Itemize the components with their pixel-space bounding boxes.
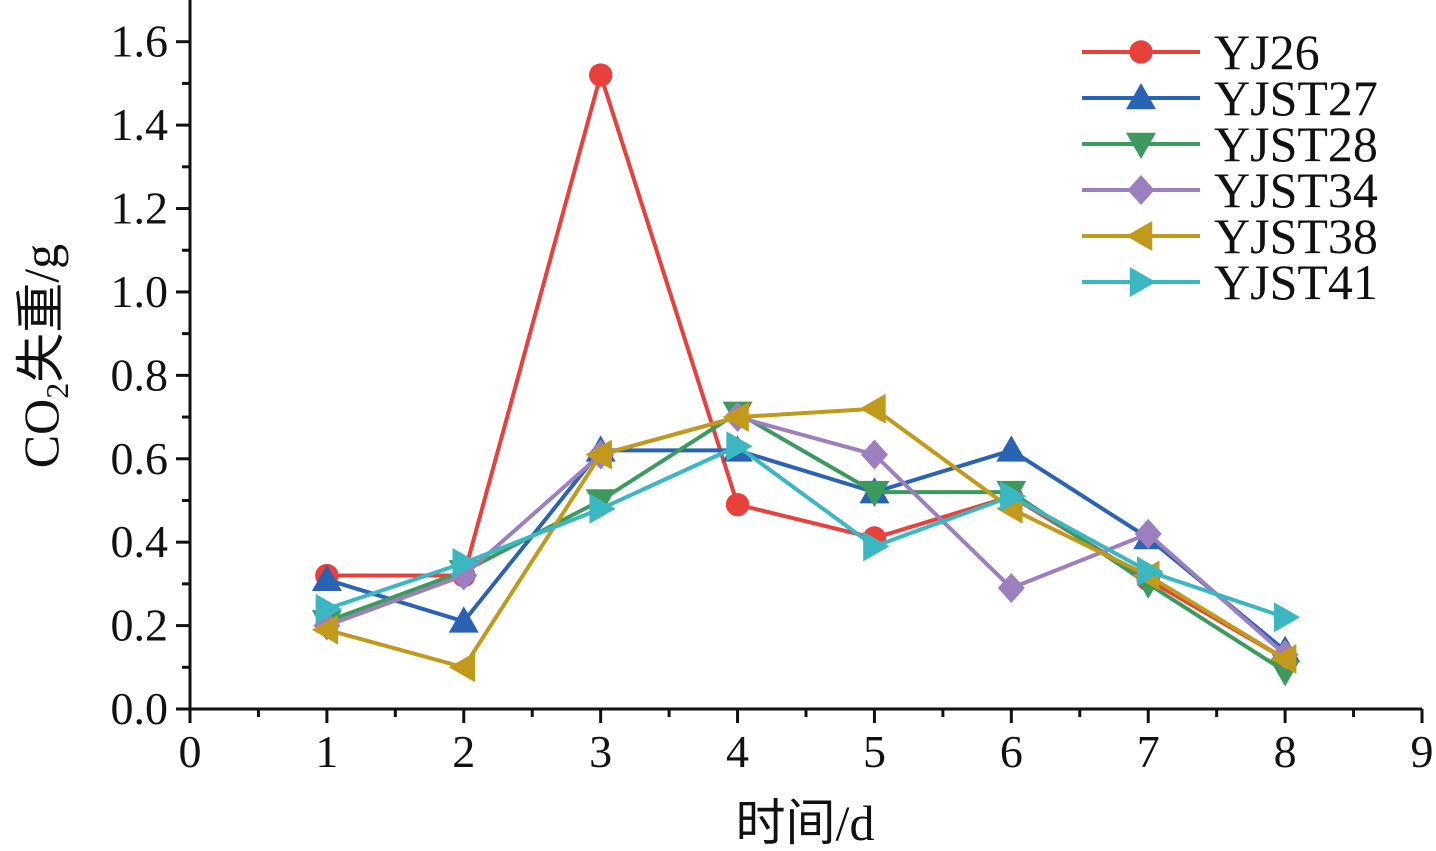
data-point-yj26 bbox=[725, 492, 750, 517]
series-layer bbox=[311, 63, 1301, 687]
data-point-yjst27 bbox=[311, 564, 342, 591]
x-tick-label: 6 bbox=[1000, 726, 1023, 777]
data-point-yjst38 bbox=[859, 393, 886, 424]
series-yjst27 bbox=[311, 435, 1301, 662]
y-tick-label: 0.8 bbox=[111, 349, 169, 400]
x-tick-label: 2 bbox=[452, 726, 475, 777]
data-point-yjst41 bbox=[315, 593, 342, 624]
y-axis-title-subscript: 2 bbox=[39, 383, 75, 399]
data-point-yjst27 bbox=[448, 606, 479, 633]
legend-marker-yjst28 bbox=[1126, 132, 1156, 159]
legend-marker-yj26 bbox=[1129, 40, 1153, 64]
data-point-yjst38 bbox=[585, 439, 612, 470]
legend-marker-yjst38 bbox=[1126, 221, 1153, 251]
y-tick-label: 0.6 bbox=[111, 433, 169, 484]
data-point-yjst41 bbox=[863, 531, 890, 562]
x-tick-label: 7 bbox=[1137, 726, 1160, 777]
legend-marker-yjst27 bbox=[1126, 83, 1156, 110]
y-axis-title-suffix: 失重/g bbox=[13, 244, 69, 383]
y-tick-label: 1.2 bbox=[111, 183, 169, 234]
data-point-yjst34 bbox=[997, 573, 1025, 604]
data-point-yjst41 bbox=[1000, 481, 1027, 512]
legend-label-yjst27: YJST27 bbox=[1214, 70, 1378, 126]
legend-label-yj26: YJ26 bbox=[1214, 24, 1320, 80]
x-tick-label: 9 bbox=[1411, 726, 1434, 777]
y-tick-label: 0.4 bbox=[111, 516, 169, 567]
legend-marker-yjst41 bbox=[1129, 267, 1156, 297]
legend-marker-yjst34 bbox=[1127, 175, 1155, 205]
series-line-yjst41 bbox=[326, 444, 1286, 620]
series-yjst41 bbox=[315, 431, 1301, 633]
y-axis-title: CO2失重/g bbox=[13, 244, 75, 468]
data-point-yj26 bbox=[588, 63, 613, 87]
x-tick-label: 1 bbox=[315, 726, 338, 777]
y-tick-label: 1.6 bbox=[111, 16, 169, 67]
series-line-yjst27 bbox=[326, 448, 1287, 653]
y-tick-label: 1.0 bbox=[111, 266, 169, 317]
data-point-yjst41 bbox=[1136, 556, 1164, 587]
legend-item-yjst41: YJST41 bbox=[1082, 254, 1378, 310]
x-axis-title: 时间/d bbox=[736, 795, 875, 851]
series-line-yjst38 bbox=[326, 406, 1287, 670]
x-tick-label: 4 bbox=[726, 726, 749, 777]
x-tick-label: 5 bbox=[863, 726, 886, 777]
legend-label-yjst34: YJST34 bbox=[1214, 162, 1378, 218]
x-tick-label: 3 bbox=[589, 726, 612, 777]
series-line-yjst28 bbox=[326, 410, 1287, 674]
data-point-yjst34 bbox=[860, 439, 888, 470]
legend-item-yjst27: YJST27 bbox=[1082, 70, 1378, 126]
data-point-yjst34 bbox=[1134, 518, 1162, 549]
legend-item-yjst28: YJST28 bbox=[1082, 116, 1378, 172]
y-tick-label: 0.2 bbox=[111, 600, 169, 651]
y-tick-label: 1.4 bbox=[111, 99, 169, 150]
axis-ticks: 0 1 2 3 4 5 6 7 8 9 0.0 0.2 0.4 0.6 0.8 1.0 1.2 1.4 1.6 bbox=[111, 16, 1434, 777]
data-point-yjst41 bbox=[1273, 602, 1301, 633]
legend-label-yjst28: YJST28 bbox=[1214, 116, 1378, 172]
data-point-yjst27 bbox=[996, 435, 1027, 462]
data-point-yjst41 bbox=[589, 493, 616, 524]
x-tick-label: 8 bbox=[1274, 726, 1297, 777]
x-tick-label: 0 bbox=[179, 726, 202, 777]
data-point-yjst41 bbox=[452, 548, 479, 579]
data-point-yjst41 bbox=[726, 431, 753, 462]
legend-item-yjst34: YJST34 bbox=[1082, 162, 1378, 218]
data-point-yjst38 bbox=[448, 652, 476, 683]
data-point-yjst38 bbox=[722, 402, 749, 433]
legend-item-yjst38: YJST38 bbox=[1082, 208, 1378, 264]
y-tick-label: 0.0 bbox=[111, 683, 169, 734]
data-point-yjst38 bbox=[311, 614, 339, 645]
legend-item-yj26: YJ26 bbox=[1082, 24, 1320, 80]
data-point-yjst38 bbox=[1270, 643, 1297, 674]
y-axis-title-prefix: CO bbox=[13, 399, 69, 468]
legend-label-yjst38: YJST38 bbox=[1214, 208, 1378, 264]
legend-label-yjst41: YJST41 bbox=[1214, 254, 1378, 310]
data-point-yjst28 bbox=[859, 480, 890, 508]
